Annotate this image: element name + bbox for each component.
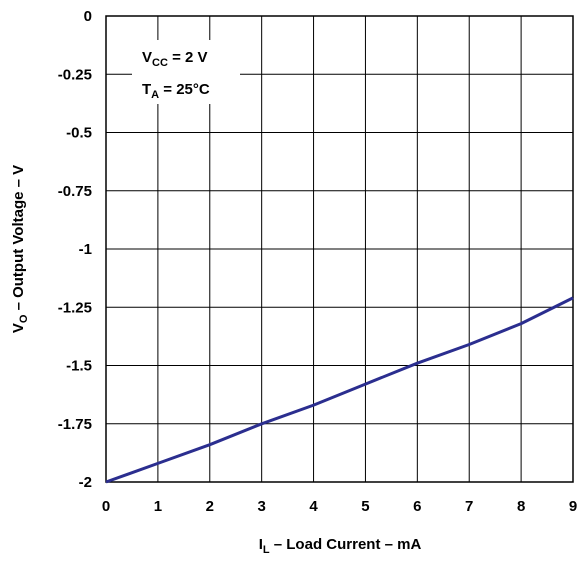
series-line-0 — [105, 296, 574, 484]
x-tick-label: 9 — [569, 498, 577, 515]
annotation-box — [132, 40, 240, 104]
y-tick-label: -1.25 — [58, 299, 92, 316]
annotation-vcc: VCC = 2 V — [142, 49, 208, 69]
x-axis-label: IL – Load Current – mA — [259, 536, 422, 556]
y-axis-ticks: 0 -0.25 -0.5 -0.75 -1 -1.25 -1.5 -1.75 -2 — [58, 8, 92, 491]
y-tick-label: -1.75 — [58, 416, 92, 433]
x-tick-label: 0 — [102, 498, 110, 515]
x-tick-label: 5 — [361, 498, 369, 515]
x-tick-label: 8 — [517, 498, 525, 515]
y-tick-label: -0.75 — [58, 183, 92, 200]
x-tick-label: 3 — [257, 498, 265, 515]
x-tick-label: 7 — [465, 498, 473, 515]
x-tick-label: 2 — [206, 498, 214, 515]
y-tick-label: -0.25 — [58, 66, 92, 83]
y-tick-label: -0.5 — [66, 125, 92, 142]
x-tick-label: 4 — [309, 498, 318, 515]
series-group — [105, 296, 574, 484]
y-tick-label: 0 — [84, 8, 92, 25]
x-tick-label: 6 — [413, 498, 421, 515]
annotation-ta: TA = 25°C — [142, 81, 210, 101]
x-tick-label: 1 — [154, 498, 162, 515]
y-tick-label: -1.5 — [66, 358, 92, 375]
x-axis-ticks: 0 1 2 3 4 5 6 7 8 9 — [102, 498, 577, 515]
y-tick-label: -1 — [79, 241, 92, 258]
y-tick-label: -2 — [79, 474, 92, 491]
y-axis-label: VO – Output Voltage – V — [10, 165, 30, 333]
plot-frame — [105, 15, 574, 483]
